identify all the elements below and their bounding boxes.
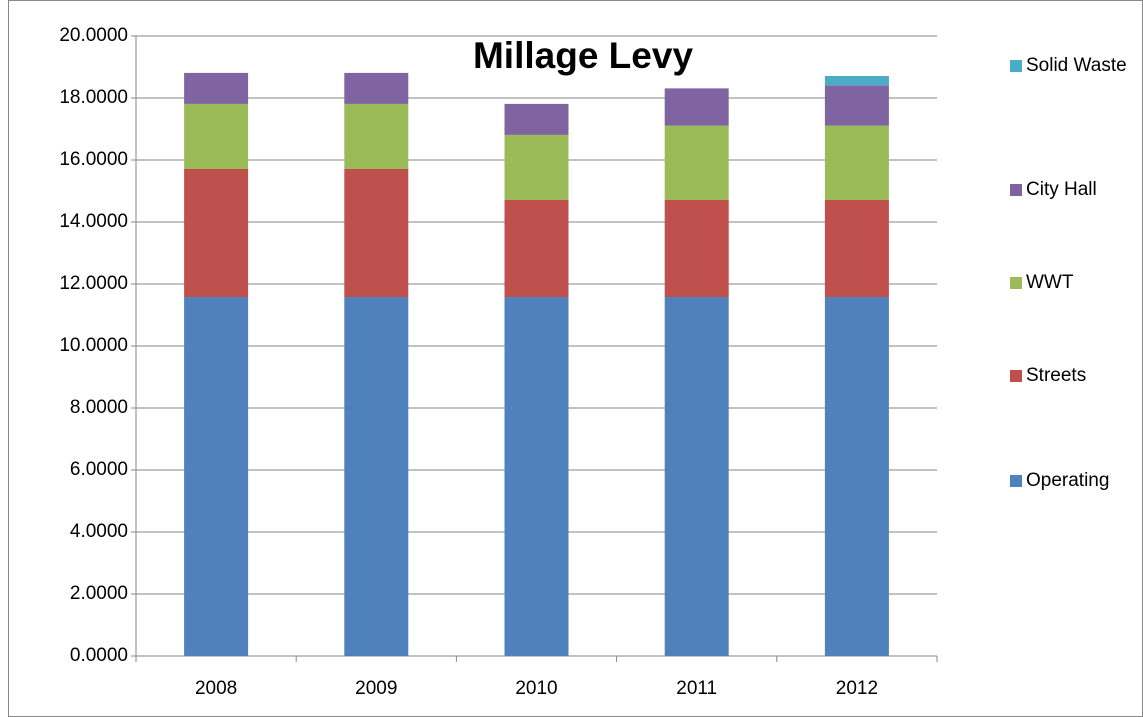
y-tick-label: 2.0000 [70, 583, 128, 604]
bar-segment [344, 72, 409, 104]
bar-segment [664, 297, 729, 656]
bar-segment [824, 75, 889, 86]
bar-segment [344, 168, 409, 298]
legend-swatch [1010, 60, 1022, 72]
x-tick-label: 2010 [515, 678, 557, 699]
chart-title: Millage Levy [473, 35, 693, 76]
y-tick-label: 20.0000 [59, 25, 128, 46]
bar-segment [344, 103, 409, 169]
legend-label: Solid Waste [1026, 55, 1127, 76]
bar-segment [344, 297, 409, 656]
bar-segment [504, 134, 569, 200]
y-tick-label: 4.0000 [70, 521, 128, 542]
legend-swatch [1010, 475, 1022, 487]
x-tick-label: 2011 [676, 678, 717, 699]
bar-segment [504, 297, 569, 656]
bar-segment [824, 297, 889, 656]
y-tick-label: 8.0000 [70, 397, 128, 418]
legend-label: City Hall [1026, 179, 1097, 200]
bar-segment [664, 199, 729, 298]
bar-segment [664, 88, 729, 126]
y-tick-label: 18.0000 [59, 87, 128, 108]
bar-segment [184, 168, 249, 298]
bar-segment [664, 125, 729, 200]
bar-segment [184, 297, 249, 656]
legend-label: Operating [1026, 470, 1109, 491]
legend-swatch [1010, 370, 1022, 382]
bar-segment [184, 72, 249, 104]
bar-segment [824, 125, 889, 200]
x-tick-label: 2009 [355, 678, 397, 699]
y-tick-label: 16.0000 [59, 149, 128, 170]
legend-swatch [1010, 277, 1022, 289]
y-tick-label: 0.0000 [70, 645, 128, 666]
y-tick-label: 6.0000 [70, 459, 128, 480]
y-tick-label: 12.0000 [59, 273, 128, 294]
chart-border [8, 0, 1143, 717]
y-tick-label: 10.0000 [59, 335, 128, 356]
legend-label: Streets [1026, 365, 1086, 386]
bar-segment [824, 199, 889, 298]
legend-label: WWT [1026, 272, 1074, 293]
bar-segment [504, 199, 569, 298]
x-tick-label: 2008 [195, 678, 237, 699]
bar-segment [184, 103, 249, 169]
x-tick-label: 2012 [836, 678, 878, 699]
y-tick-label: 14.0000 [59, 211, 128, 232]
bar-segment [824, 85, 889, 126]
bar-segment [504, 103, 569, 135]
legend-swatch [1010, 184, 1022, 196]
